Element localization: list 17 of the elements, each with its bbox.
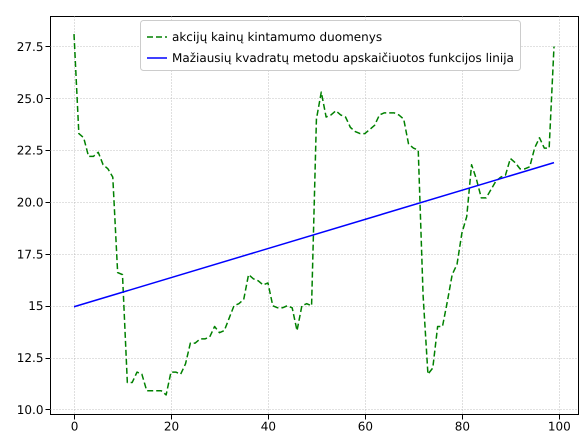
y-tick-label: 22.5 <box>16 144 44 158</box>
y-tick-label: 17.5 <box>16 247 44 262</box>
x-tick-label: 40 <box>260 420 276 434</box>
legend-label: Mažiausių kvadratų metodu apskaičiuotos funkcijos linija <box>172 51 514 65</box>
line-series <box>73 33 555 396</box>
x-tick-label: 80 <box>454 420 470 434</box>
y-tick-label: 10.0 <box>16 402 44 417</box>
legend-label: akcijų kainų kintamumo duomenys <box>172 30 382 44</box>
y-tick-label: 27.5 <box>16 40 44 54</box>
x-tick-label: 20 <box>164 420 180 434</box>
x-tick-label: 60 <box>358 420 374 434</box>
y-tick-label: 15 <box>28 299 44 314</box>
y-tick-label: 20.0 <box>16 196 44 210</box>
y-tick-label: 12.5 <box>16 351 44 366</box>
x-tick-label: 0 <box>70 420 78 434</box>
x-tick-label: 100 <box>548 420 571 434</box>
y-tick-label: 25.0 <box>16 92 44 106</box>
